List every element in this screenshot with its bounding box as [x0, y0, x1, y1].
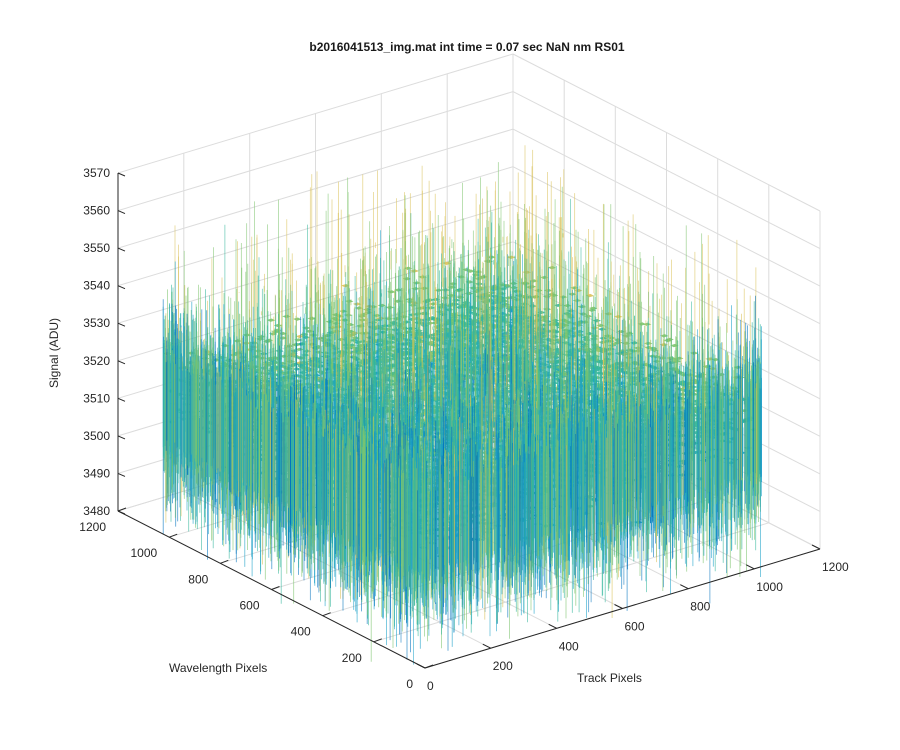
surface-patch: [411, 287, 420, 291]
wall-grid-line: [117, 91, 514, 212]
wall-grid-line: [512, 53, 821, 212]
wall-grid-line: [117, 128, 514, 249]
wall-grid-line: [117, 53, 514, 174]
surface-patch: [507, 255, 516, 259]
surface-patch: [295, 334, 305, 339]
wall-grid-line: [512, 166, 821, 325]
data-surface: [162, 145, 763, 665]
wall-grid-line: [512, 203, 821, 362]
surface-patch: [266, 318, 276, 322]
wall-grid-line: [512, 91, 821, 250]
chart-title: b2016041513_img.mat int time = 0.07 sec …: [309, 40, 624, 54]
wall-grid-line: [117, 166, 514, 287]
wall-grid-line: [512, 128, 821, 287]
surface-patch: [293, 317, 302, 321]
wall-grid-line: [117, 203, 514, 324]
